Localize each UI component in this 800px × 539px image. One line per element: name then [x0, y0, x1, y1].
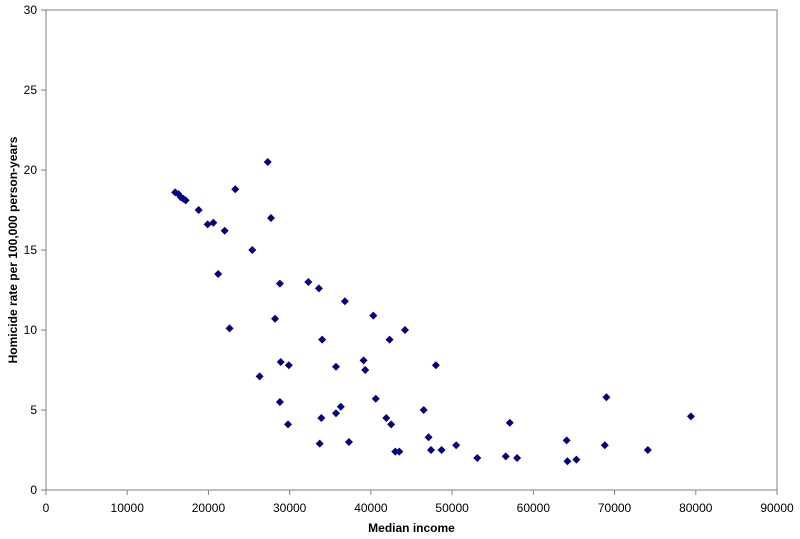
data-point: [340, 297, 349, 306]
data-point: [371, 394, 380, 403]
x-tick-label: 60000: [517, 501, 551, 515]
x-tick-label: 40000: [354, 501, 388, 515]
data-point: [225, 324, 234, 333]
data-point: [424, 433, 433, 442]
data-point: [344, 438, 353, 446]
data-point: [331, 362, 340, 371]
data-point: [643, 446, 652, 454]
data-point: [181, 196, 190, 205]
x-tick-label: 20000: [192, 501, 226, 515]
data-point: [600, 441, 609, 450]
y-axis-ticks: 0 5 10 15 20 25 30: [24, 3, 46, 497]
data-point: [562, 436, 571, 445]
data-point: [248, 246, 257, 254]
y-tick-label: 20: [24, 163, 38, 177]
data-point: [336, 402, 345, 411]
data-point: [284, 361, 293, 370]
data-point: [314, 284, 323, 293]
data-point: [369, 311, 378, 320]
data-point: [255, 372, 264, 381]
data-point: [203, 220, 212, 229]
y-tick-label: 5: [30, 403, 37, 417]
data-point: [275, 279, 284, 288]
data-point: [263, 158, 272, 166]
data-point: [209, 218, 218, 227]
data-point: [304, 278, 313, 286]
data-point: [220, 226, 229, 235]
data-point: [401, 326, 410, 334]
y-tick-label: 30: [24, 3, 38, 17]
data-point: [513, 454, 522, 462]
data-points: [171, 158, 695, 466]
data-point: [387, 420, 396, 429]
data-point: [276, 358, 285, 366]
data-point: [266, 214, 275, 222]
data-point: [501, 452, 510, 461]
data-point: [452, 441, 461, 450]
data-point: [385, 335, 394, 344]
data-point: [194, 206, 203, 214]
x-tick-label: 0: [43, 501, 50, 515]
x-axis-title: Median income: [368, 521, 455, 535]
data-point: [686, 412, 695, 421]
x-tick-label: 80000: [679, 501, 713, 515]
data-point: [572, 455, 581, 464]
data-point: [318, 335, 327, 344]
data-point: [359, 356, 368, 365]
data-point: [231, 185, 240, 194]
x-tick-label: 70000: [598, 501, 632, 515]
plot-area: [45, 9, 778, 491]
y-tick-label: 15: [24, 243, 38, 257]
data-point: [391, 447, 400, 456]
data-point: [382, 414, 391, 422]
data-point: [331, 409, 340, 418]
data-point: [315, 439, 324, 448]
data-point: [505, 418, 514, 427]
data-point: [473, 454, 482, 462]
x-tick-label: 90000: [760, 501, 794, 515]
data-point: [271, 314, 280, 323]
data-point: [214, 270, 223, 278]
data-point: [602, 393, 611, 402]
data-point: [426, 446, 435, 454]
data-point: [361, 366, 370, 374]
x-tick-label: 50000: [435, 501, 469, 515]
x-axis-ticks: 0 10000 20000 30000 40000 50000 60000 70000 8000…: [43, 490, 794, 515]
y-tick-label: 10: [24, 323, 38, 337]
data-point: [419, 406, 428, 414]
y-tick-label: 0: [30, 483, 37, 497]
y-axis-title: Homicide rate per 100,000 person-years: [6, 136, 20, 363]
x-tick-label: 10000: [111, 501, 145, 515]
data-point: [317, 414, 326, 422]
data-point: [431, 361, 440, 370]
x-tick-label: 30000: [273, 501, 307, 515]
data-point: [395, 447, 404, 456]
data-point: [563, 457, 572, 466]
data-point: [284, 420, 293, 429]
y-tick-label: 25: [24, 83, 38, 97]
data-point: [437, 446, 446, 454]
data-point: [275, 398, 284, 406]
